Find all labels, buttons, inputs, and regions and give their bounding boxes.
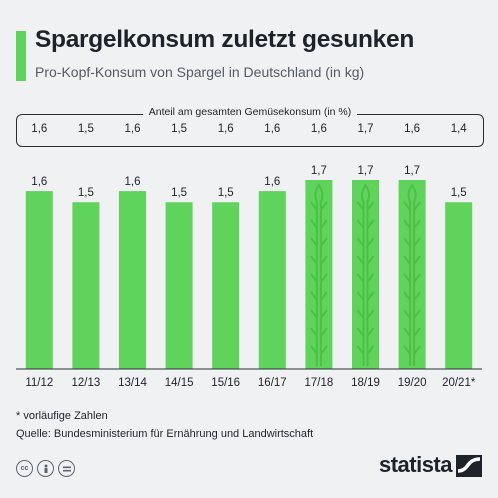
statista-logo-icon[interactable] xyxy=(456,455,482,477)
bar-value-label: 1,6 xyxy=(264,176,280,188)
bar xyxy=(352,180,379,369)
equals-icon[interactable] xyxy=(58,460,75,477)
bar-value-label: 1,6 xyxy=(31,176,47,188)
bar-value-label: 1,5 xyxy=(171,187,187,199)
bar-value-label: 1,5 xyxy=(78,187,94,199)
bar-value-label: 1,6 xyxy=(125,176,141,188)
category-label: 16/17 xyxy=(258,377,287,389)
asparagus-icon xyxy=(310,183,328,366)
category-label: 17/18 xyxy=(305,377,334,389)
chart-title: Spargelkonsum zuletzt gesunken xyxy=(35,26,414,53)
footnote: * vorläufige Zahlen xyxy=(16,410,108,422)
title-accent-bar xyxy=(16,31,26,81)
share-value: 1,4 xyxy=(450,123,467,135)
license-icons: cc xyxy=(16,460,75,477)
asparagus-icon xyxy=(403,183,421,366)
person-icon[interactable] xyxy=(37,460,54,477)
cc-icon[interactable]: cc xyxy=(16,460,33,477)
share-value: 1,6 xyxy=(404,123,421,135)
category-label: 13/14 xyxy=(118,377,147,389)
asparagus-icon xyxy=(356,183,375,366)
bar xyxy=(165,202,193,369)
bar xyxy=(445,202,473,369)
bar-value-label: 1,7 xyxy=(311,165,327,177)
category-label: 18/19 xyxy=(351,377,380,389)
brand-name[interactable]: statista xyxy=(378,452,453,477)
share-value: 1,6 xyxy=(310,123,327,135)
category-label: 12/13 xyxy=(72,377,101,389)
bar xyxy=(25,191,53,369)
share-value: 1,6 xyxy=(217,123,234,135)
chart-subtitle: Pro-Kopf-Konsum von Spargel in Deutschla… xyxy=(35,64,365,80)
bar xyxy=(305,180,333,369)
bar xyxy=(398,180,426,369)
bar-value-label: 1,5 xyxy=(218,187,234,199)
share-box: Anteil am gesamten Gemüsekonsum (in %) xyxy=(16,106,484,147)
share-label: Anteil am gesamten Gemüsekonsum (in %) xyxy=(142,106,358,118)
bar-value-label: 1,7 xyxy=(404,165,420,177)
bar xyxy=(212,202,240,369)
category-label: 14/15 xyxy=(165,377,194,389)
share-value: 1,7 xyxy=(357,123,374,135)
bar xyxy=(258,191,286,369)
category-label: 19/20 xyxy=(398,377,427,389)
category-label: 11/12 xyxy=(25,377,53,389)
bar xyxy=(72,202,100,369)
share-value: 1,6 xyxy=(31,123,48,135)
category-label: 15/16 xyxy=(211,377,240,389)
source-note: Quelle: Bundesministerium für Ernährung … xyxy=(16,428,314,440)
share-value: 1,6 xyxy=(124,123,141,135)
share-value: 1,5 xyxy=(77,123,94,135)
share-value: 1,6 xyxy=(264,123,281,135)
bar-value-label: 1,5 xyxy=(451,187,467,199)
share-value: 1,5 xyxy=(171,123,188,135)
bar-value-label: 1,7 xyxy=(358,165,374,177)
bar xyxy=(119,191,146,369)
category-label: 20/21* xyxy=(442,377,476,389)
